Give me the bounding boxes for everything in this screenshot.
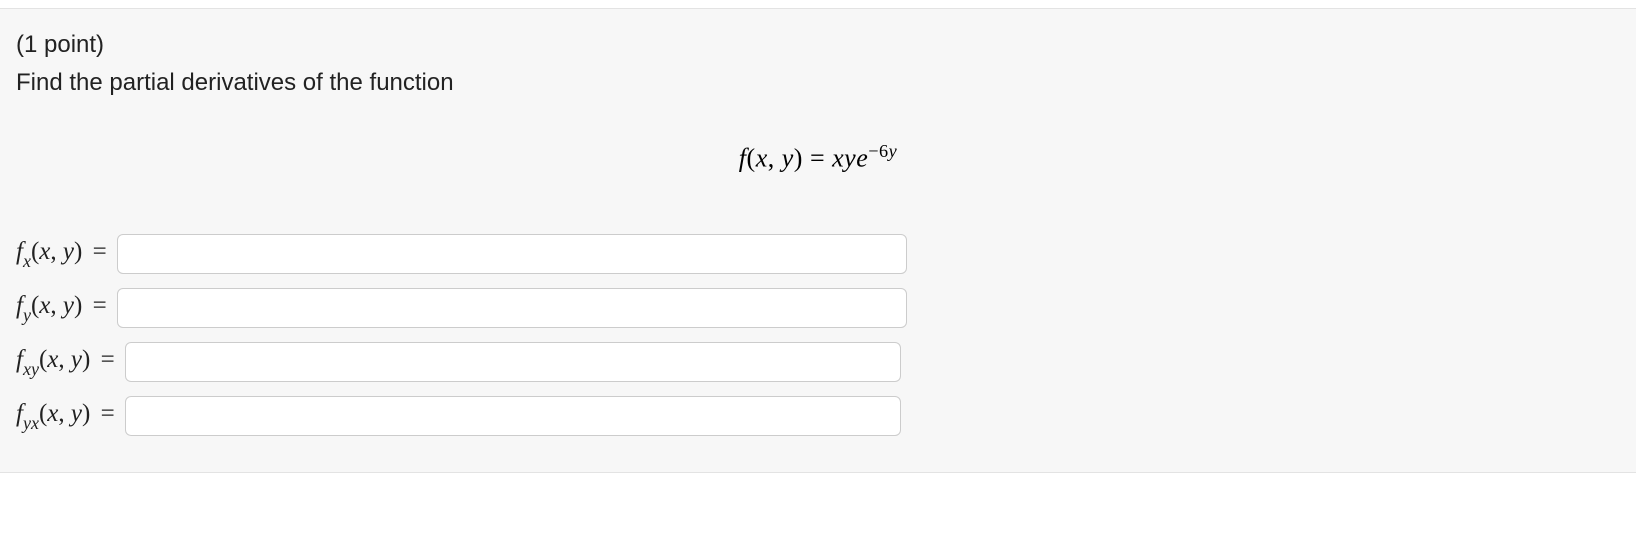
lbl-eq: = bbox=[101, 400, 115, 427]
lbl-y: y bbox=[71, 346, 82, 373]
lbl-close: ) bbox=[82, 346, 90, 373]
exp-neg6: −6 bbox=[868, 141, 888, 161]
lbl-f: f bbox=[16, 346, 23, 373]
lbl-close: ) bbox=[82, 400, 90, 427]
points-label: (1 point) bbox=[16, 27, 1620, 63]
lbl-close: ) bbox=[74, 292, 82, 319]
lbl-comma: , bbox=[50, 238, 63, 265]
label-fx: fx(x, y) = bbox=[16, 238, 111, 270]
answer-rows: fx(x, y) = fy(x, y) = fxy(x, y) = fyx(x,… bbox=[16, 232, 1620, 438]
instruction-text: Find the partial derivatives of the func… bbox=[16, 65, 1620, 101]
input-fy[interactable] bbox=[117, 288, 907, 328]
lbl-x: x bbox=[47, 400, 58, 427]
page-root: (1 point) Find the partial derivatives o… bbox=[0, 0, 1636, 540]
lbl-eq: = bbox=[93, 238, 107, 265]
row-fyx: fyx(x, y) = bbox=[16, 394, 1620, 438]
lbl-sub-y: y bbox=[23, 305, 31, 325]
input-fx[interactable] bbox=[117, 234, 907, 274]
rhs-x: x bbox=[832, 144, 844, 173]
function-definition: f(x, y) = xye−6y bbox=[16, 141, 1620, 174]
func-close: ) bbox=[794, 144, 803, 173]
lbl-x: x bbox=[39, 292, 50, 319]
problem-panel: (1 point) Find the partial derivatives o… bbox=[0, 8, 1636, 473]
lbl-eq: = bbox=[93, 292, 107, 319]
label-fy: fy(x, y) = bbox=[16, 292, 111, 324]
lbl-sub-x: x bbox=[23, 251, 31, 271]
lbl-y: y bbox=[63, 292, 74, 319]
func-y: y bbox=[782, 144, 794, 173]
func-f: f bbox=[739, 144, 747, 173]
input-fxy[interactable] bbox=[125, 342, 901, 382]
lbl-x: x bbox=[47, 346, 58, 373]
row-fx: fx(x, y) = bbox=[16, 232, 1620, 276]
lbl-f: f bbox=[16, 400, 23, 427]
rhs-y: y bbox=[844, 144, 856, 173]
lbl-comma: , bbox=[58, 400, 71, 427]
lbl-y: y bbox=[71, 400, 82, 427]
rhs-e: e bbox=[856, 144, 868, 173]
func-open: ( bbox=[747, 144, 756, 173]
lbl-sub-xy: xy bbox=[23, 359, 39, 379]
input-fyx[interactable] bbox=[125, 396, 901, 436]
label-fyx: fyx(x, y) = bbox=[16, 400, 119, 432]
label-fxy: fxy(x, y) = bbox=[16, 346, 119, 378]
row-fy: fy(x, y) = bbox=[16, 286, 1620, 330]
exp-y: y bbox=[889, 141, 898, 161]
lbl-f: f bbox=[16, 292, 23, 319]
lbl-f: f bbox=[16, 238, 23, 265]
lbl-x: x bbox=[39, 238, 50, 265]
row-fxy: fxy(x, y) = bbox=[16, 340, 1620, 384]
func-eq: = bbox=[803, 144, 832, 173]
lbl-sub-yx: yx bbox=[23, 413, 39, 433]
lbl-eq: = bbox=[101, 346, 115, 373]
func-x: x bbox=[756, 144, 768, 173]
lbl-y: y bbox=[63, 238, 74, 265]
lbl-comma: , bbox=[58, 346, 71, 373]
lbl-comma: , bbox=[50, 292, 63, 319]
lbl-close: ) bbox=[74, 238, 82, 265]
func-comma: , bbox=[768, 144, 782, 173]
